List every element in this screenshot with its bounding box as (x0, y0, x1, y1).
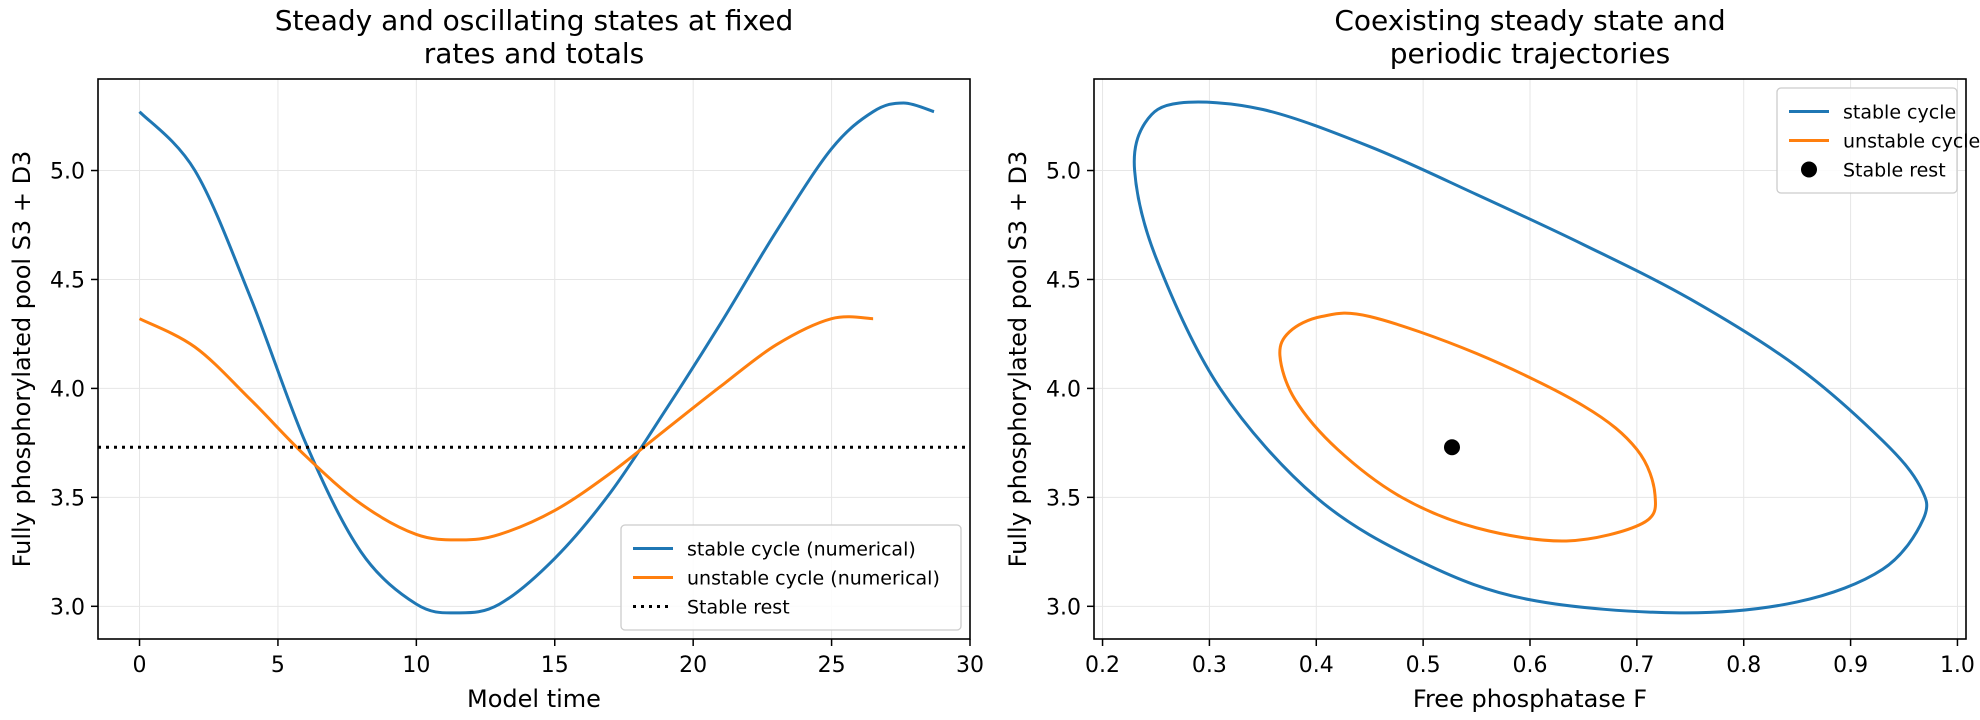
left-chart-legend: stable cycle (numerical) unstable cycle (… (620, 524, 962, 631)
left-chart-legend-box (620, 524, 962, 631)
right-chart-series-stable-rest-point (1443, 439, 1460, 456)
right-chart-x-tick-label: 0.9 (1833, 653, 1868, 678)
left-chart-x-tick-label: 5 (271, 653, 285, 678)
right-chart-x-tick-label: 0.4 (1299, 653, 1334, 678)
left-chart-plot-area (98, 101, 970, 615)
right-chart-series-unstable-cycle-line (1278, 311, 1657, 543)
left-chart-x-tick-label: 20 (679, 653, 707, 678)
left-chart-y-tick-label: 3.5 (50, 486, 85, 511)
left-chart-y-tick-label: 5.0 (50, 160, 85, 185)
right-chart-legend-unstable-cycle-label: unstable cycle (1843, 131, 1980, 153)
right-chart-plot-area (1132, 100, 1929, 615)
right-chart-x-tick-label: 1.0 (1940, 653, 1975, 678)
left-chart-series-unstable-cycle-numerical-line (138, 315, 874, 542)
right-chart-series-stable-cycle-line (1132, 100, 1929, 615)
right-chart-x-tick-label: 0.6 (1513, 653, 1548, 678)
left-chart-x-tick-label: 30 (956, 653, 984, 678)
right-chart-title: Coexisting steady state and periodic traj… (1334, 4, 1725, 70)
left-chart-legend-unstable-cycle-numerical-label: unstable cycle (numerical) (687, 568, 940, 590)
left-chart-frame (97, 78, 971, 640)
right-chart-y-tick-label: 5.0 (1046, 160, 1081, 185)
right-chart-y-axis-label: Fully phosphorylated pool S3 + D3 (1004, 151, 1032, 568)
right-chart-legend-stable-rest-swatch (1801, 161, 1817, 178)
right-chart-x-axis-label: Free phosphatase F (1413, 685, 1647, 713)
left-chart-ticks: 0 5 10 15 20 25 30 3.0 3.5 4.0 4.5 5.0 (50, 160, 984, 678)
right-chart-legend-box (1776, 87, 1958, 194)
right-chart-x-tick-label: 0.8 (1726, 653, 1761, 678)
left-chart-series-stable-cycle-numerical-line (138, 101, 935, 615)
left-chart-x-tick-label: 15 (541, 653, 569, 678)
left-chart-x-tick-label: 0 (133, 653, 147, 678)
right-chart-legend-stable-cycle-label: stable cycle (1843, 102, 1956, 124)
right-chart-y-tick-label: 4.5 (1046, 268, 1081, 293)
right-chart-x-tick-label: 0.3 (1192, 653, 1227, 678)
left-chart-x-tick-label: 10 (402, 653, 430, 678)
left-chart-panel: Steady and oscillating states at fixed ra… (8, 4, 984, 713)
right-chart-y-tick-label: 3.0 (1046, 595, 1081, 620)
right-chart-x-tick-label: 0.5 (1406, 653, 1441, 678)
left-chart-y-axis-label: Fully phosphorylated pool S3 + D3 (8, 151, 36, 568)
right-chart-x-tick-label: 0.2 (1085, 653, 1120, 678)
right-chart-legend: stable cycle unstable cycle Stable rest (1776, 87, 1980, 194)
left-chart-title: Steady and oscillating states at fixed ra… (275, 4, 794, 70)
left-chart-y-tick-label: 4.0 (50, 377, 85, 402)
left-chart-y-tick-label: 4.5 (50, 268, 85, 293)
right-chart-x-tick-label: 0.7 (1619, 653, 1654, 678)
left-chart-x-tick-label: 25 (818, 653, 846, 678)
left-chart-legend-stable-cycle-numerical-label: stable cycle (numerical) (687, 539, 916, 561)
right-chart-legend-stable-rest-label: Stable rest (1843, 160, 1946, 182)
left-chart-x-axis-label: Model time (467, 685, 601, 713)
left-chart-legend-stable-rest-label: Stable rest (687, 597, 790, 619)
right-chart-panel: Coexisting steady state and periodic traj… (1004, 4, 1980, 713)
left-chart-y-tick-label: 3.0 (50, 595, 85, 620)
right-chart-y-tick-label: 4.0 (1046, 377, 1081, 402)
right-chart-ticks: 0.2 0.3 0.4 0.5 0.6 0.7 0.8 0.9 1.0 3.0 3.5 4.0 4.5 5… (1046, 160, 1975, 678)
right-chart-y-tick-label: 3.5 (1046, 486, 1081, 511)
